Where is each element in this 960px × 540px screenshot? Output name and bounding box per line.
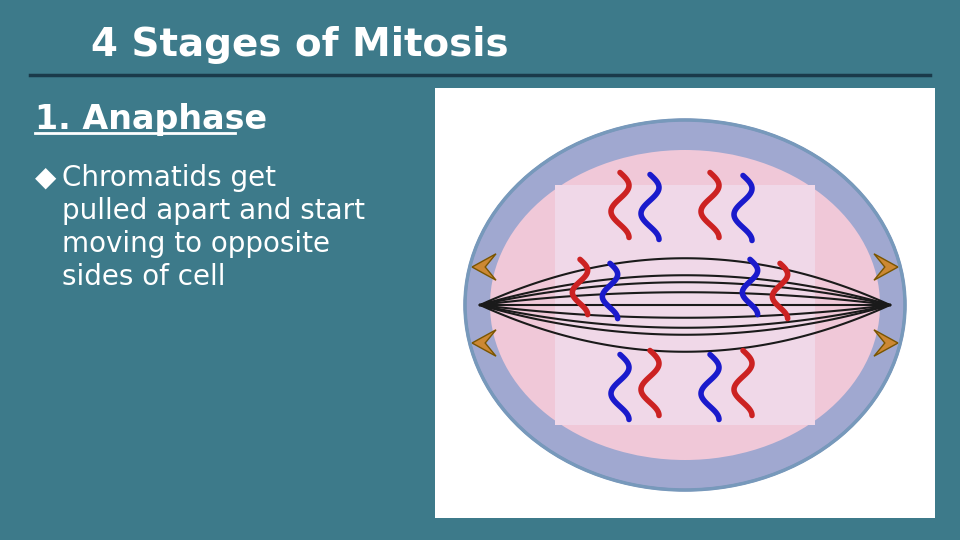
Polygon shape (472, 254, 496, 280)
Ellipse shape (465, 120, 905, 490)
Polygon shape (472, 330, 496, 356)
FancyBboxPatch shape (435, 88, 935, 518)
FancyBboxPatch shape (555, 185, 815, 425)
Text: sides of cell: sides of cell (62, 263, 226, 291)
Polygon shape (874, 330, 898, 356)
Text: ◆: ◆ (35, 164, 57, 192)
Ellipse shape (490, 150, 880, 460)
Text: 1. Anaphase: 1. Anaphase (35, 104, 267, 137)
Text: 4 Stages of Mitosis: 4 Stages of Mitosis (91, 26, 509, 64)
Text: moving to opposite: moving to opposite (62, 230, 330, 258)
Text: pulled apart and start: pulled apart and start (62, 197, 365, 225)
Polygon shape (874, 254, 898, 280)
Text: Chromatids get: Chromatids get (62, 164, 276, 192)
